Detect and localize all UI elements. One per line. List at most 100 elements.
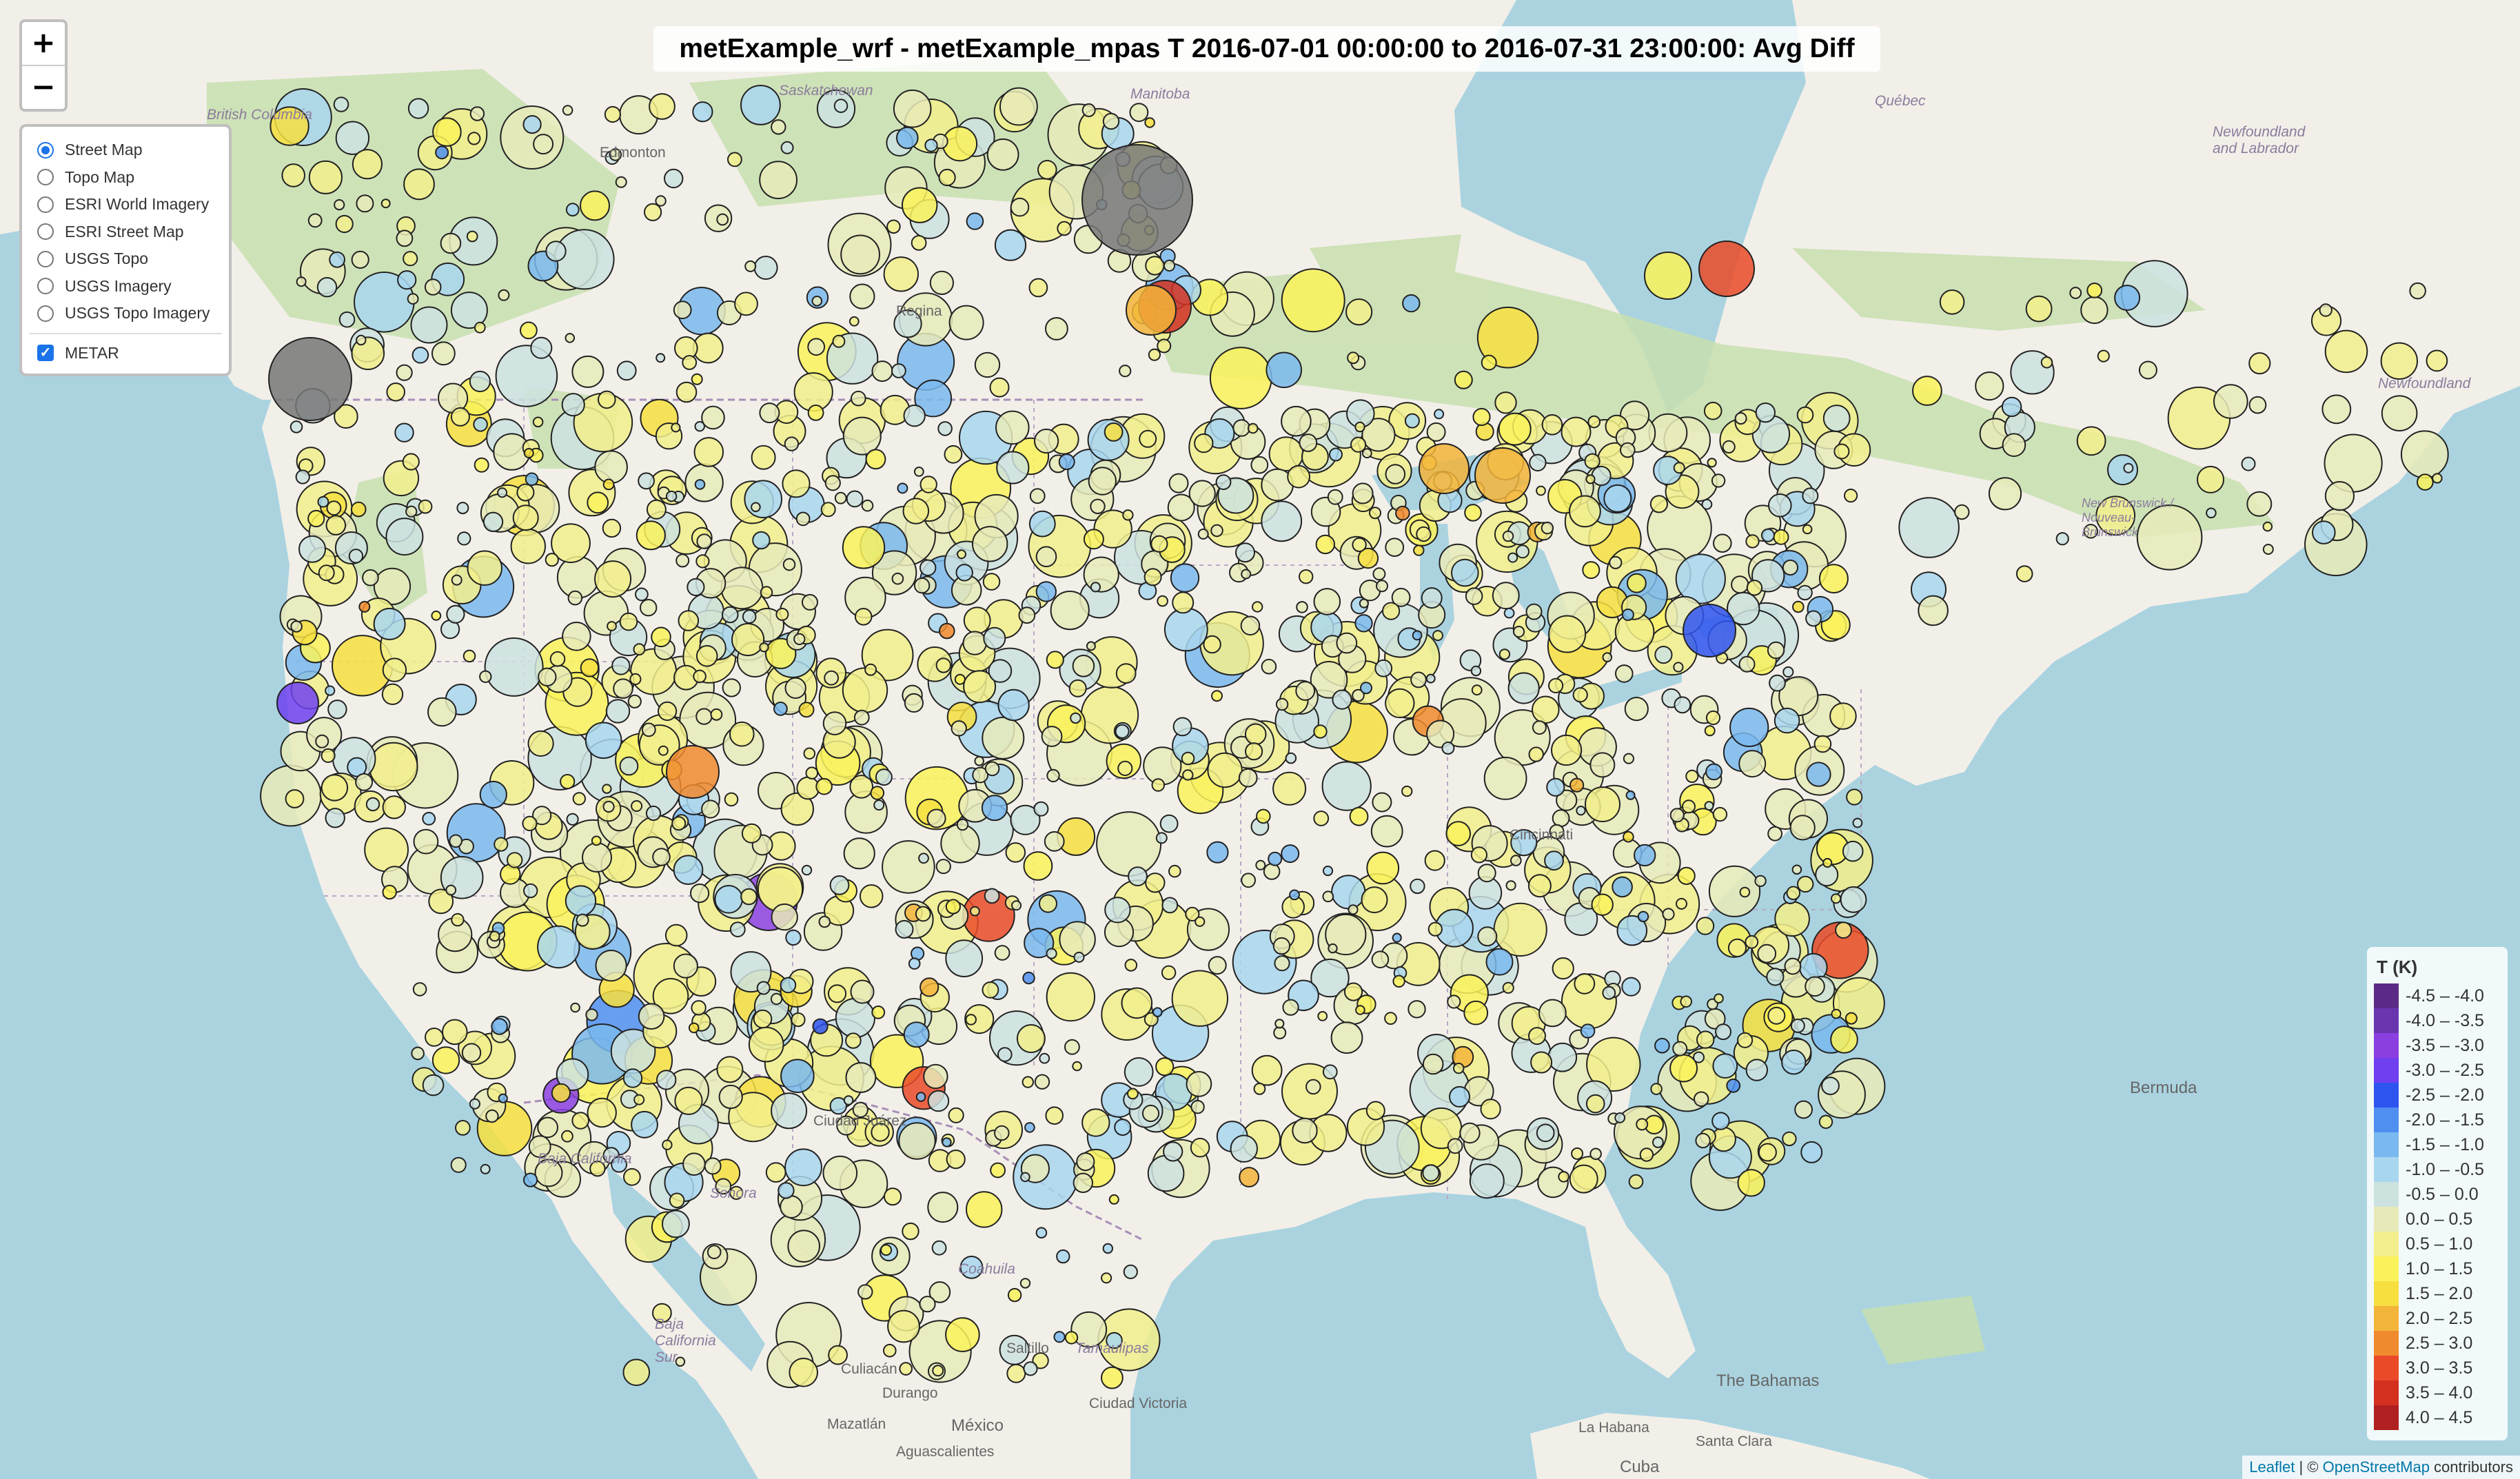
station-marker[interactable] <box>1481 354 1497 371</box>
station-marker[interactable] <box>1470 846 1487 864</box>
station-marker[interactable] <box>1347 351 1360 365</box>
radio[interactable] <box>37 250 54 267</box>
station-marker[interactable] <box>972 766 989 784</box>
station-marker[interactable] <box>1726 1078 1741 1093</box>
station-marker[interactable] <box>2197 465 2224 493</box>
station-marker[interactable] <box>924 139 938 152</box>
station-marker[interactable] <box>450 292 488 329</box>
station-marker[interactable] <box>538 667 557 686</box>
station-marker[interactable] <box>2040 356 2053 369</box>
station-marker[interactable] <box>870 786 885 800</box>
station-marker[interactable] <box>710 708 723 721</box>
station-marker[interactable] <box>561 1130 573 1143</box>
station-marker[interactable] <box>1128 866 1148 886</box>
station-marker[interactable] <box>1627 573 1647 593</box>
station-marker[interactable] <box>2001 396 2022 418</box>
station-marker[interactable] <box>948 1107 964 1123</box>
station-marker[interactable] <box>1117 760 1133 777</box>
station-marker[interactable] <box>440 232 462 254</box>
station-marker[interactable] <box>1591 893 1614 916</box>
station-marker[interactable] <box>828 1345 848 1365</box>
station-marker[interactable] <box>585 1008 598 1021</box>
station-marker[interactable] <box>1669 808 1685 823</box>
station-marker[interactable] <box>1064 1331 1079 1345</box>
station-marker[interactable] <box>567 590 583 606</box>
station-marker[interactable] <box>871 550 917 595</box>
station-marker[interactable] <box>1662 908 1675 921</box>
station-marker[interactable] <box>886 219 901 234</box>
station-marker[interactable] <box>824 670 839 686</box>
station-marker[interactable] <box>525 472 539 487</box>
station-marker[interactable] <box>307 509 325 528</box>
station-marker[interactable] <box>1789 815 1816 841</box>
station-marker[interactable] <box>2136 504 2203 571</box>
station-marker[interactable] <box>1634 844 1656 867</box>
station-marker[interactable] <box>474 457 489 473</box>
station-marker[interactable] <box>861 499 874 512</box>
station-marker[interactable] <box>537 1116 558 1139</box>
station-marker[interactable] <box>565 333 576 343</box>
station-marker[interactable] <box>1758 1143 1777 1162</box>
station-marker[interactable] <box>1705 710 1721 726</box>
station-marker[interactable] <box>1045 1106 1064 1125</box>
station-marker[interactable] <box>1402 294 1421 313</box>
station-marker[interactable] <box>1350 436 1367 453</box>
station-marker[interactable] <box>1561 416 1592 447</box>
station-marker[interactable] <box>651 626 671 648</box>
station-marker[interactable] <box>1119 365 1132 378</box>
station-marker[interactable] <box>533 134 554 155</box>
station-marker[interactable] <box>482 511 504 532</box>
station-marker[interactable] <box>1124 959 1138 972</box>
station-marker[interactable] <box>1621 609 1634 621</box>
station-marker[interactable] <box>1782 559 1798 576</box>
station-marker[interactable] <box>1786 886 1801 901</box>
station-marker[interactable] <box>1349 806 1369 826</box>
station-marker[interactable] <box>445 884 457 896</box>
station-marker[interactable] <box>1782 1131 1797 1147</box>
station-marker[interactable] <box>893 89 932 128</box>
station-marker[interactable] <box>1722 440 1736 454</box>
station-marker[interactable] <box>1104 897 1131 924</box>
station-marker[interactable] <box>1357 547 1379 569</box>
station-marker[interactable] <box>842 416 882 456</box>
station-marker[interactable] <box>695 645 718 667</box>
station-marker[interactable] <box>1498 412 1532 446</box>
station-marker[interactable] <box>1447 994 1461 1009</box>
station-marker[interactable] <box>1644 252 1692 300</box>
station-marker[interactable] <box>664 924 688 947</box>
station-marker[interactable] <box>1185 906 1200 922</box>
station-marker[interactable] <box>2002 433 2026 458</box>
station-marker[interactable] <box>935 859 951 875</box>
station-marker[interactable] <box>463 649 476 663</box>
station-marker[interactable] <box>1459 1122 1481 1144</box>
station-marker[interactable] <box>1585 474 1596 484</box>
station-marker[interactable] <box>1603 484 1632 513</box>
station-marker[interactable] <box>1822 857 1833 868</box>
station-marker[interactable] <box>2432 473 2443 484</box>
station-marker[interactable] <box>1327 489 1343 505</box>
station-marker[interactable] <box>1769 674 1786 692</box>
station-marker[interactable] <box>1102 112 1120 130</box>
station-marker[interactable] <box>955 564 973 582</box>
station-marker[interactable] <box>1313 588 1341 615</box>
station-marker[interactable] <box>1106 1332 1123 1349</box>
station-marker[interactable] <box>945 939 984 977</box>
station-marker[interactable] <box>1551 734 1583 766</box>
station-marker[interactable] <box>1745 534 1760 549</box>
station-marker[interactable] <box>771 1092 808 1130</box>
station-marker[interactable] <box>687 578 705 597</box>
station-marker[interactable] <box>1188 480 1216 507</box>
station-marker[interactable] <box>1150 535 1168 553</box>
station-marker[interactable] <box>1454 370 1473 389</box>
station-marker[interactable] <box>913 467 924 477</box>
station-marker[interactable] <box>1498 649 1511 660</box>
station-marker[interactable] <box>1310 661 1348 699</box>
station-marker[interactable] <box>902 1222 919 1241</box>
station-marker[interactable] <box>289 420 303 434</box>
station-marker[interactable] <box>945 899 962 915</box>
station-marker[interactable] <box>326 500 342 516</box>
station-marker[interactable] <box>884 1187 902 1206</box>
station-marker[interactable] <box>1126 285 1177 336</box>
station-marker[interactable] <box>902 187 938 223</box>
